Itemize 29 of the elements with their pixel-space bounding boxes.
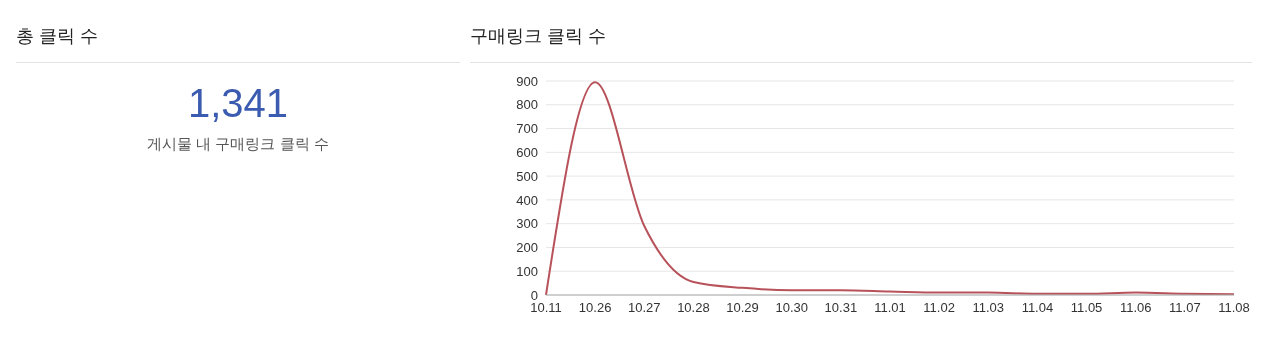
text: 1,341 (186, 80, 290, 127)
y-tick-label: 600 (516, 144, 538, 160)
x-tick-label: 11.07 (1169, 300, 1201, 316)
x-tick-label: 11.03 (972, 300, 1005, 316)
x-tick-label: 11.01 (874, 300, 906, 316)
y-tick-label: 700 (516, 121, 538, 137)
x-tick-label: 11.04 (1021, 300, 1054, 316)
text: 게시물 내 구매링크 클릭 수 (146, 135, 330, 154)
x-tick-label: 10.27 (628, 300, 661, 316)
x-tick-label: 11.06 (1119, 300, 1152, 316)
y-tick-label: 900 (516, 73, 538, 89)
x-tick-label: 10.28 (677, 300, 710, 316)
x-tick-label: 10.30 (775, 300, 808, 316)
x-tick-label: 10.26 (578, 300, 612, 316)
y-tick-label: 300 (516, 216, 538, 232)
x-tick-label: 11.05 (1070, 300, 1103, 316)
x-tick-label: 11.02 (923, 300, 955, 316)
y-tick-label: 100 (516, 263, 538, 279)
y-tick-label: 0 (530, 287, 538, 303)
y-tick-label: 200 (516, 240, 538, 256)
y-tick-label: 400 (516, 192, 538, 208)
chart-title: 구매링크 클릭 수 (470, 8, 1252, 63)
text: 총 클릭 수 (16, 8, 460, 63)
y-tick-label: 800 (516, 97, 538, 113)
x-tick-label: 11.08 (1218, 300, 1250, 316)
x-tick-label: 10.29 (726, 300, 759, 316)
x-tick-label: 10.11 (530, 300, 562, 316)
y-tick-label: 500 (516, 168, 538, 184)
x-tick-label: 10.31 (824, 300, 858, 316)
